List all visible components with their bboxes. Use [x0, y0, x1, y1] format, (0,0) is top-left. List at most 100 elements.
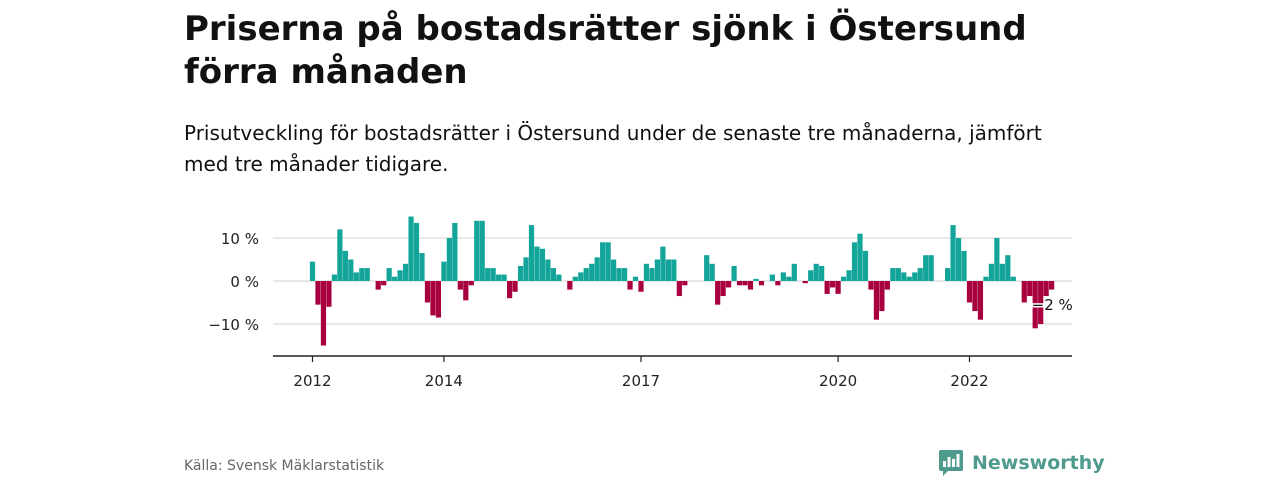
bar	[589, 263, 595, 281]
bar	[605, 242, 611, 281]
bar	[534, 246, 540, 281]
bar	[435, 281, 442, 318]
bar	[758, 281, 765, 286]
bar	[353, 272, 359, 281]
bar-chart-logo-icon	[939, 450, 963, 476]
bar	[632, 276, 639, 281]
bar	[780, 272, 786, 281]
brand-name: Newsworthy	[972, 452, 1105, 474]
bar	[309, 261, 316, 281]
bar	[879, 281, 885, 312]
bar	[556, 274, 562, 281]
bar	[928, 255, 934, 281]
bar	[337, 229, 343, 281]
bar	[791, 263, 797, 281]
bar	[457, 281, 463, 290]
bar	[999, 263, 1005, 281]
bar	[578, 272, 584, 281]
y-tick-label: 0 %	[230, 273, 259, 291]
bar	[972, 281, 978, 312]
bar	[490, 268, 496, 281]
bar	[643, 263, 650, 281]
bar	[342, 250, 348, 281]
bar	[857, 233, 863, 281]
bar	[572, 276, 578, 281]
bar	[1021, 281, 1027, 303]
bar	[1010, 276, 1016, 281]
bar	[715, 281, 721, 305]
bar	[567, 281, 573, 290]
bar	[676, 281, 682, 297]
bar	[808, 270, 814, 281]
bar	[627, 281, 633, 290]
bars	[309, 216, 1055, 346]
newsworthy-logo[interactable]: Newsworthy	[938, 449, 1105, 477]
bar	[528, 225, 535, 281]
bar	[600, 242, 606, 281]
bar	[616, 268, 622, 281]
bar	[583, 268, 589, 281]
bar-chart: 10 % 0 % −10 % 2012 2014 2017 2020 2022 −2 %	[208, 216, 1074, 390]
bar	[424, 281, 431, 303]
bar	[463, 281, 469, 301]
bar	[660, 246, 666, 281]
bar	[468, 281, 474, 286]
bar	[320, 281, 327, 346]
bar	[496, 274, 502, 281]
source-note: Källa: Svensk Mäklarstatistik	[184, 458, 385, 474]
bar	[802, 281, 808, 284]
chart-subtitle: Prisutveckling för bostadsrätter i Öster…	[184, 121, 1042, 176]
bar	[397, 270, 403, 281]
bar	[851, 242, 858, 281]
x-tick-label: 2017	[622, 372, 660, 390]
bar	[545, 259, 551, 281]
bar	[824, 281, 830, 294]
bar	[1005, 255, 1011, 281]
bar	[512, 281, 518, 292]
bar	[726, 281, 732, 288]
bar	[671, 259, 677, 281]
bar	[786, 276, 792, 281]
bar	[386, 268, 392, 281]
bar	[446, 238, 452, 281]
bar	[731, 265, 737, 281]
bar	[649, 268, 655, 281]
bar	[364, 268, 370, 281]
bar	[835, 281, 841, 294]
bar	[1032, 281, 1038, 329]
bar	[747, 281, 754, 290]
bar	[326, 281, 332, 307]
bar	[753, 278, 759, 281]
bar	[819, 265, 825, 281]
bar	[769, 274, 775, 281]
bar	[1049, 281, 1055, 290]
bar	[704, 255, 710, 281]
x-tick-label: 2012	[293, 372, 331, 390]
bar	[1038, 281, 1044, 324]
bar	[638, 281, 644, 292]
bar	[977, 281, 984, 320]
bar	[485, 268, 491, 281]
bar	[813, 263, 819, 281]
bar	[507, 281, 513, 299]
last-value-label: −2 %	[1032, 296, 1073, 314]
bar	[331, 274, 337, 281]
y-tick-label: 10 %	[221, 230, 259, 248]
bar	[359, 268, 365, 281]
bar	[775, 281, 781, 286]
bar	[381, 281, 387, 286]
bar	[890, 268, 896, 281]
bar	[621, 268, 628, 281]
bar	[682, 281, 688, 286]
bar	[594, 257, 600, 281]
bar	[945, 268, 951, 281]
bar	[846, 270, 852, 281]
bar	[654, 259, 661, 281]
bar	[912, 272, 918, 281]
bar	[955, 238, 962, 281]
bar	[742, 281, 748, 286]
bar	[994, 238, 1000, 281]
y-tick-label: −10 %	[208, 316, 259, 334]
bar	[923, 255, 929, 281]
bar	[539, 248, 546, 281]
